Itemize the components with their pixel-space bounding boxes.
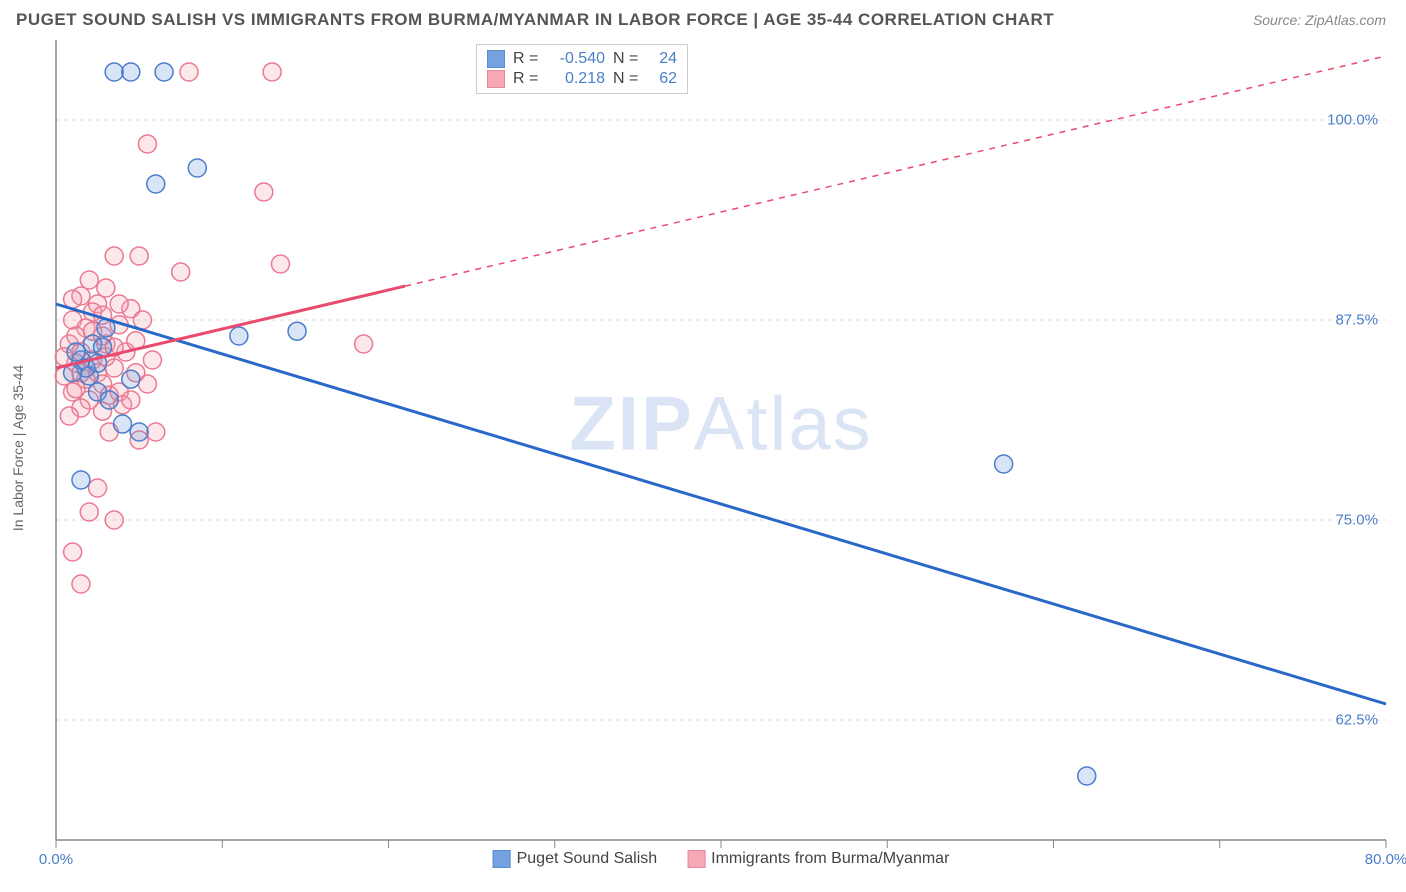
- legend-item-2: Immigrants from Burma/Myanmar: [687, 850, 949, 868]
- n-label-1: N =: [613, 50, 641, 68]
- bottom-legend: Puget Sound Salish Immigrants from Burma…: [493, 850, 950, 868]
- y-tick-label: 62.5%: [1335, 712, 1378, 729]
- y-tick-label: 87.5%: [1335, 312, 1378, 329]
- x-tick-label: 0.0%: [39, 851, 73, 868]
- swatch-series1: [487, 50, 505, 68]
- y-axis-label: In Labor Force | Age 35-44: [10, 365, 26, 531]
- stats-row-1: R = -0.540 N = 24: [487, 49, 677, 69]
- plot-area: ZIPAtlas R = -0.540 N = 24 R = 0.218 N =…: [56, 40, 1386, 840]
- source-credit: Source: ZipAtlas.com: [1253, 12, 1386, 28]
- chart-container: ZIPAtlas R = -0.540 N = 24 R = 0.218 N =…: [56, 40, 1386, 840]
- y-tick-label: 100.0%: [1327, 112, 1378, 129]
- r-label-1: R =: [513, 50, 541, 68]
- legend-label-2: Immigrants from Burma/Myanmar: [711, 850, 949, 868]
- n-value-1: 24: [649, 50, 677, 68]
- x-tick-label: 80.0%: [1365, 851, 1406, 868]
- r-value-2: 0.218: [549, 70, 605, 88]
- r-label-2: R =: [513, 70, 541, 88]
- legend-label-1: Puget Sound Salish: [517, 850, 658, 868]
- legend-item-1: Puget Sound Salish: [493, 850, 658, 868]
- stats-row-2: R = 0.218 N = 62: [487, 69, 677, 89]
- n-value-2: 62: [649, 70, 677, 88]
- n-label-2: N =: [613, 70, 641, 88]
- legend-swatch-1: [493, 850, 511, 868]
- chart-title: PUGET SOUND SALISH VS IMMIGRANTS FROM BU…: [16, 10, 1054, 30]
- r-value-1: -0.540: [549, 50, 605, 68]
- swatch-series2: [487, 70, 505, 88]
- legend-swatch-2: [687, 850, 705, 868]
- stats-box: R = -0.540 N = 24 R = 0.218 N = 62: [476, 44, 688, 94]
- y-tick-label: 75.0%: [1335, 512, 1378, 529]
